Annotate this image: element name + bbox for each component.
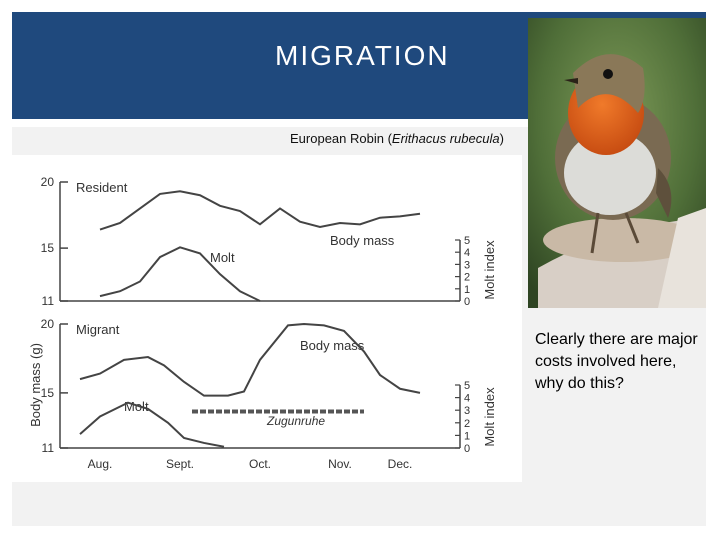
- resident-ytick-label-1: 15: [41, 241, 55, 255]
- resident-ytick-label-0: 20: [41, 175, 55, 189]
- migrant-ytick-label-0: 20: [41, 317, 55, 331]
- resident-ytick-label-2: 11: [42, 294, 55, 308]
- migrant-y2tick-label-1: 4: [464, 393, 470, 405]
- migrant-ytick-label-1: 15: [41, 386, 55, 400]
- migrant-y2tick-label-0: 5: [464, 380, 470, 392]
- migrant-y2tick-label-5: 0: [464, 443, 470, 455]
- resident-y2tick-label-4: 1: [464, 284, 470, 296]
- resident-y2tick-label-1: 4: [464, 247, 470, 259]
- resident-y2tick-label-0: 5: [464, 235, 470, 247]
- x-tick-label-4: Dec.: [388, 457, 413, 471]
- migrant-body-mass-line: [79, 322, 421, 397]
- x-tick-label-3: Nov.: [328, 457, 352, 471]
- series-label-resident-body-mass: Body mass: [330, 233, 395, 248]
- migrant-y2tick-label-2: 3: [464, 405, 470, 417]
- y2-axis-label-resident: Molt index: [482, 240, 497, 300]
- series-label-resident-molt: Molt: [210, 250, 235, 265]
- title-divider: [12, 119, 706, 127]
- resident-y2tick-label-2: 3: [464, 259, 470, 271]
- resident-y2tick-label-3: 2: [464, 272, 470, 284]
- caption-species: Erithacus rubecula: [391, 131, 500, 146]
- resident-molt-line: [99, 246, 261, 302]
- robin-chart-panel: Body mass (g) Molt index Molt index Resi…: [12, 155, 522, 482]
- migrant-ytick-label-2: 11: [42, 441, 55, 455]
- series-label-migrant-body-mass: Body mass: [300, 338, 365, 353]
- slide-title: MIGRATION: [275, 40, 450, 71]
- migrant-y2tick-label-4: 1: [464, 430, 470, 442]
- slide-note: Clearly there are major costs involved h…: [535, 331, 698, 392]
- zugunruhe-label: Zugunruhe: [266, 414, 325, 428]
- resident-y2tick-label-5: 0: [464, 296, 470, 308]
- migrant-molt-line: [79, 401, 225, 448]
- robin-migration-chart: Body mass (g) Molt index Molt index Resi…: [28, 175, 497, 471]
- x-tick-label-1: Sept.: [166, 457, 194, 471]
- robin-illustration: [528, 18, 706, 308]
- caption-prefix: European Robin (: [290, 131, 392, 146]
- caption-suffix: ): [499, 131, 504, 146]
- y2-axis-label-migrant: Molt index: [482, 387, 497, 447]
- panel-label-migrant: Migrant: [76, 322, 120, 337]
- y-axis-label: Body mass (g): [28, 343, 43, 427]
- robin-photo: [528, 18, 706, 308]
- panel-label-resident: Resident: [76, 180, 128, 195]
- figure-caption: European Robin (Erithacus rubecula): [290, 131, 504, 146]
- x-tick-label-0: Aug.: [88, 457, 113, 471]
- x-tick-label-2: Oct.: [249, 457, 271, 471]
- series-label-migrant-molt: Molt: [124, 399, 149, 414]
- resident-body-mass-line: [99, 190, 421, 231]
- migrant-y2tick-label-3: 2: [464, 418, 470, 430]
